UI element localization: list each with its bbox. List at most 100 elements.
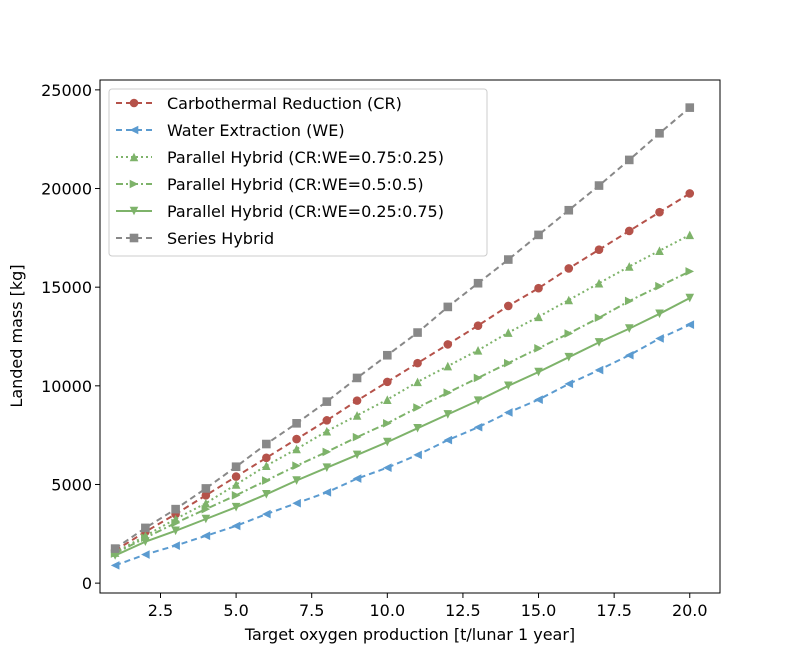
data-point <box>624 296 634 306</box>
x-tick-label: 17.5 <box>596 601 632 620</box>
legend-item: Parallel Hybrid (CR:WE=0.5:0.5) <box>116 175 424 194</box>
data-point <box>594 278 604 288</box>
data-point <box>594 245 604 254</box>
data-point <box>352 432 362 442</box>
plot-area: 2.5 5.0 7.5 10.0 12.5 15.0 17.5 20.0 0 5000 10000… <box>41 79 721 620</box>
data-point <box>594 365 604 375</box>
data-point <box>443 361 453 371</box>
data-point <box>473 278 483 288</box>
data-point <box>685 230 695 240</box>
data-point <box>564 329 574 338</box>
legend-label: Parallel Hybrid (CR:WE=0.5:0.5) <box>167 175 424 194</box>
data-point <box>322 416 332 425</box>
data-point <box>534 312 543 322</box>
data-point <box>564 264 574 273</box>
legend-item: Series Hybrid <box>116 229 274 248</box>
data-point <box>352 474 362 483</box>
y-tick-label: 0 <box>82 574 92 593</box>
data-point <box>655 281 664 291</box>
data-point <box>231 480 241 489</box>
data-point <box>383 350 392 360</box>
data-point <box>413 423 422 433</box>
data-point <box>171 504 180 514</box>
data-point <box>685 293 695 303</box>
data-point <box>564 295 574 305</box>
data-point <box>141 550 150 559</box>
data-point <box>292 419 301 428</box>
data-point <box>624 155 634 165</box>
data-point <box>352 411 362 420</box>
data-point <box>503 255 513 264</box>
legend: Carbothermal Reduction (CR) Water Extract… <box>108 88 488 257</box>
data-point <box>413 450 422 460</box>
data-point <box>201 484 211 493</box>
data-point <box>594 181 604 190</box>
data-point <box>262 490 271 499</box>
data-point <box>503 408 513 417</box>
data-point <box>473 396 483 405</box>
data-point <box>443 435 453 445</box>
data-point <box>292 444 301 454</box>
data-point <box>564 379 574 389</box>
data-point <box>262 476 271 485</box>
data-point <box>201 504 211 514</box>
data-point <box>473 346 483 355</box>
data-point <box>534 283 543 293</box>
data-point <box>413 403 422 412</box>
data-point <box>534 344 543 353</box>
data-point <box>171 518 180 528</box>
data-point <box>473 422 483 432</box>
legend-marker <box>129 206 139 216</box>
data-point <box>322 488 332 497</box>
y-tick-label: 15000 <box>41 278 92 297</box>
x-tick-label: 7.5 <box>299 601 324 620</box>
data-point <box>110 551 120 560</box>
legend-label: Carbothermal Reduction (CR) <box>167 94 402 113</box>
data-point <box>352 450 362 460</box>
x-axis-label: Target oxygen production [t/lunar 1 year… <box>244 625 575 644</box>
data-point <box>624 262 634 271</box>
legend-items: Carbothermal Reduction (CR) Water Extract… <box>116 94 444 248</box>
data-point <box>534 230 543 240</box>
data-point <box>655 309 664 319</box>
legend-marker <box>129 152 139 162</box>
y-axis-ticks: 0 5000 10000 15000 20000 25000 <box>41 81 100 593</box>
data-point <box>110 544 120 553</box>
series-5 <box>110 293 695 560</box>
data-point <box>624 226 634 236</box>
series-2 <box>110 320 695 570</box>
series-4 <box>110 267 695 558</box>
y-tick-label: 5000 <box>51 475 92 494</box>
legend-label: Parallel Hybrid (CR:WE=0.25:0.75) <box>167 202 444 221</box>
data-point <box>231 521 241 531</box>
data-point <box>201 531 211 541</box>
data-point <box>655 128 664 138</box>
data-point <box>564 205 574 215</box>
x-tick-label: 12.5 <box>445 601 481 620</box>
data-point <box>292 461 301 471</box>
legend-label: Series Hybrid <box>167 229 274 248</box>
data-point <box>655 207 664 217</box>
data-point <box>262 461 271 471</box>
legend-marker <box>129 179 139 189</box>
x-tick-label: 15.0 <box>521 601 557 620</box>
data-point <box>231 491 241 500</box>
series-line <box>114 270 691 555</box>
legend-item: Water Extraction (WE) <box>116 121 345 140</box>
data-point <box>322 463 332 473</box>
data-point <box>201 514 211 524</box>
data-point <box>685 103 695 112</box>
legend-marker <box>129 125 139 135</box>
data-point <box>171 541 180 550</box>
data-point <box>413 377 422 387</box>
data-point <box>292 498 301 508</box>
x-tick-label: 2.5 <box>148 601 173 620</box>
data-point <box>383 437 392 447</box>
x-tick-label: 20.0 <box>672 601 708 620</box>
data-point <box>262 439 271 449</box>
x-tick-label: 5.0 <box>223 601 248 620</box>
legend-frame <box>108 88 488 257</box>
legend-label: Parallel Hybrid (CR:WE=0.75:0.25) <box>167 148 444 167</box>
data-point <box>655 246 664 255</box>
